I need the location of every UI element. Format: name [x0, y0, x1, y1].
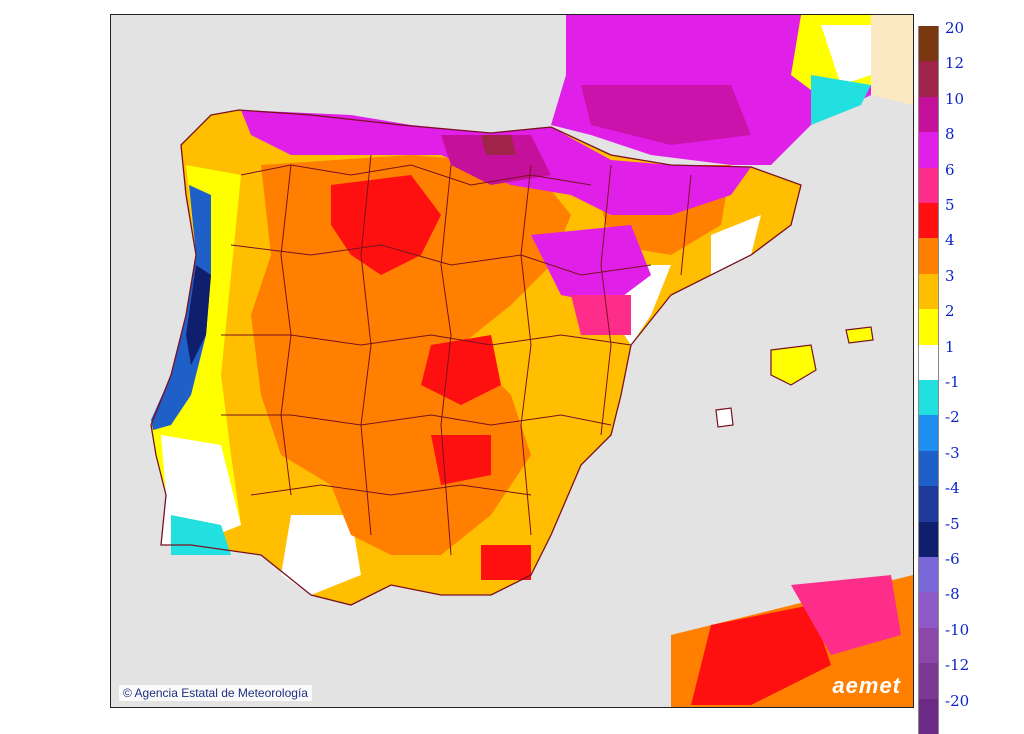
- legend-label: 10: [945, 89, 965, 108]
- legend-swatch: [918, 627, 939, 664]
- legend-swatch: [918, 167, 939, 203]
- legend-swatch: [918, 26, 939, 62]
- legend-swatch: [918, 96, 939, 133]
- legend-label: 20: [945, 19, 965, 37]
- balearic-islands: [715, 326, 874, 428]
- legend-swatch: [918, 273, 939, 310]
- coastline: [150, 109, 802, 606]
- legend-label: 12: [945, 54, 965, 73]
- legend-swatch: [918, 344, 939, 380]
- legend-label: 1: [945, 337, 955, 356]
- iberia-region: [151, 110, 913, 707]
- legend-swatch: [918, 557, 939, 593]
- legend-label: -6: [945, 550, 960, 568]
- legend-label: -20: [945, 691, 970, 710]
- legend-label: -2: [945, 408, 960, 427]
- france-region: [551, 15, 913, 165]
- legend-label: -4: [945, 479, 960, 498]
- legend-label: -5: [945, 514, 960, 533]
- legend-swatch: [918, 238, 939, 274]
- legend-swatch: [918, 203, 939, 239]
- legend-label: -1: [945, 373, 960, 391]
- legend-swatch: [918, 415, 939, 451]
- copyright-text: © Agencia Estatal de Meteorología: [119, 685, 312, 701]
- legend-swatch: [918, 486, 939, 522]
- legend-swatch: [918, 309, 939, 345]
- legend-label: 8: [945, 125, 955, 144]
- legend-label: 5: [945, 196, 955, 214]
- legend-swatch: [918, 450, 939, 487]
- anomaly-map: © Agencia Estatal de Meteorología aemet: [110, 14, 914, 708]
- legend-label: 2: [945, 302, 955, 321]
- legend-label: -3: [945, 443, 960, 462]
- legend-label: 6: [945, 160, 955, 179]
- color-legend: 20 12 10 8 6 5 4 3 2 1 -1 -2 -3 -4 -5 -6 -8 -10 -12 -20: [917, 20, 1017, 734]
- legend-swatch: [918, 592, 939, 628]
- legend-swatch: [918, 698, 939, 734]
- legend-label: -12: [945, 656, 970, 675]
- legend-swatch: [918, 663, 939, 699]
- map-canvas: [111, 15, 913, 707]
- legend-label: -8: [945, 585, 960, 604]
- aemet-logo: aemet: [832, 673, 901, 698]
- legend-label: 4: [945, 231, 955, 250]
- legend-swatch: [918, 380, 939, 416]
- legend-label: 3: [945, 266, 955, 285]
- legend-label: -10: [945, 620, 970, 639]
- legend-swatch: [918, 61, 939, 97]
- province-borders: [221, 154, 692, 556]
- legend-swatch: [918, 132, 939, 168]
- legend-swatch: [918, 521, 939, 557]
